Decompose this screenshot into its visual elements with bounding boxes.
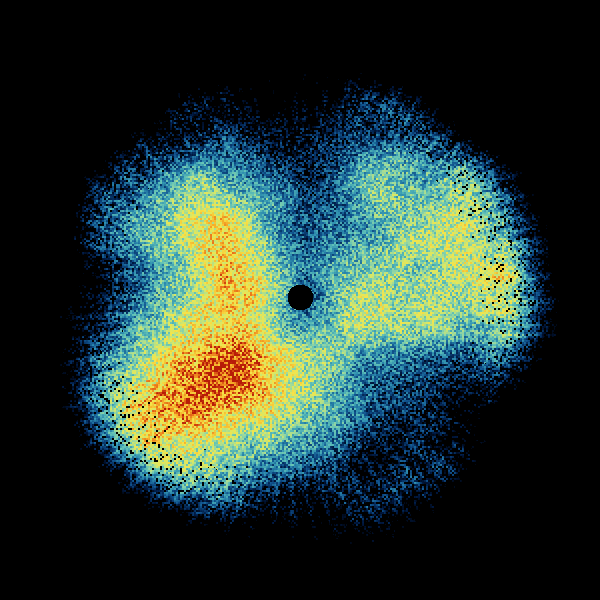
emission-map-viewport bbox=[0, 0, 600, 600]
emission-map-canvas bbox=[0, 0, 600, 600]
